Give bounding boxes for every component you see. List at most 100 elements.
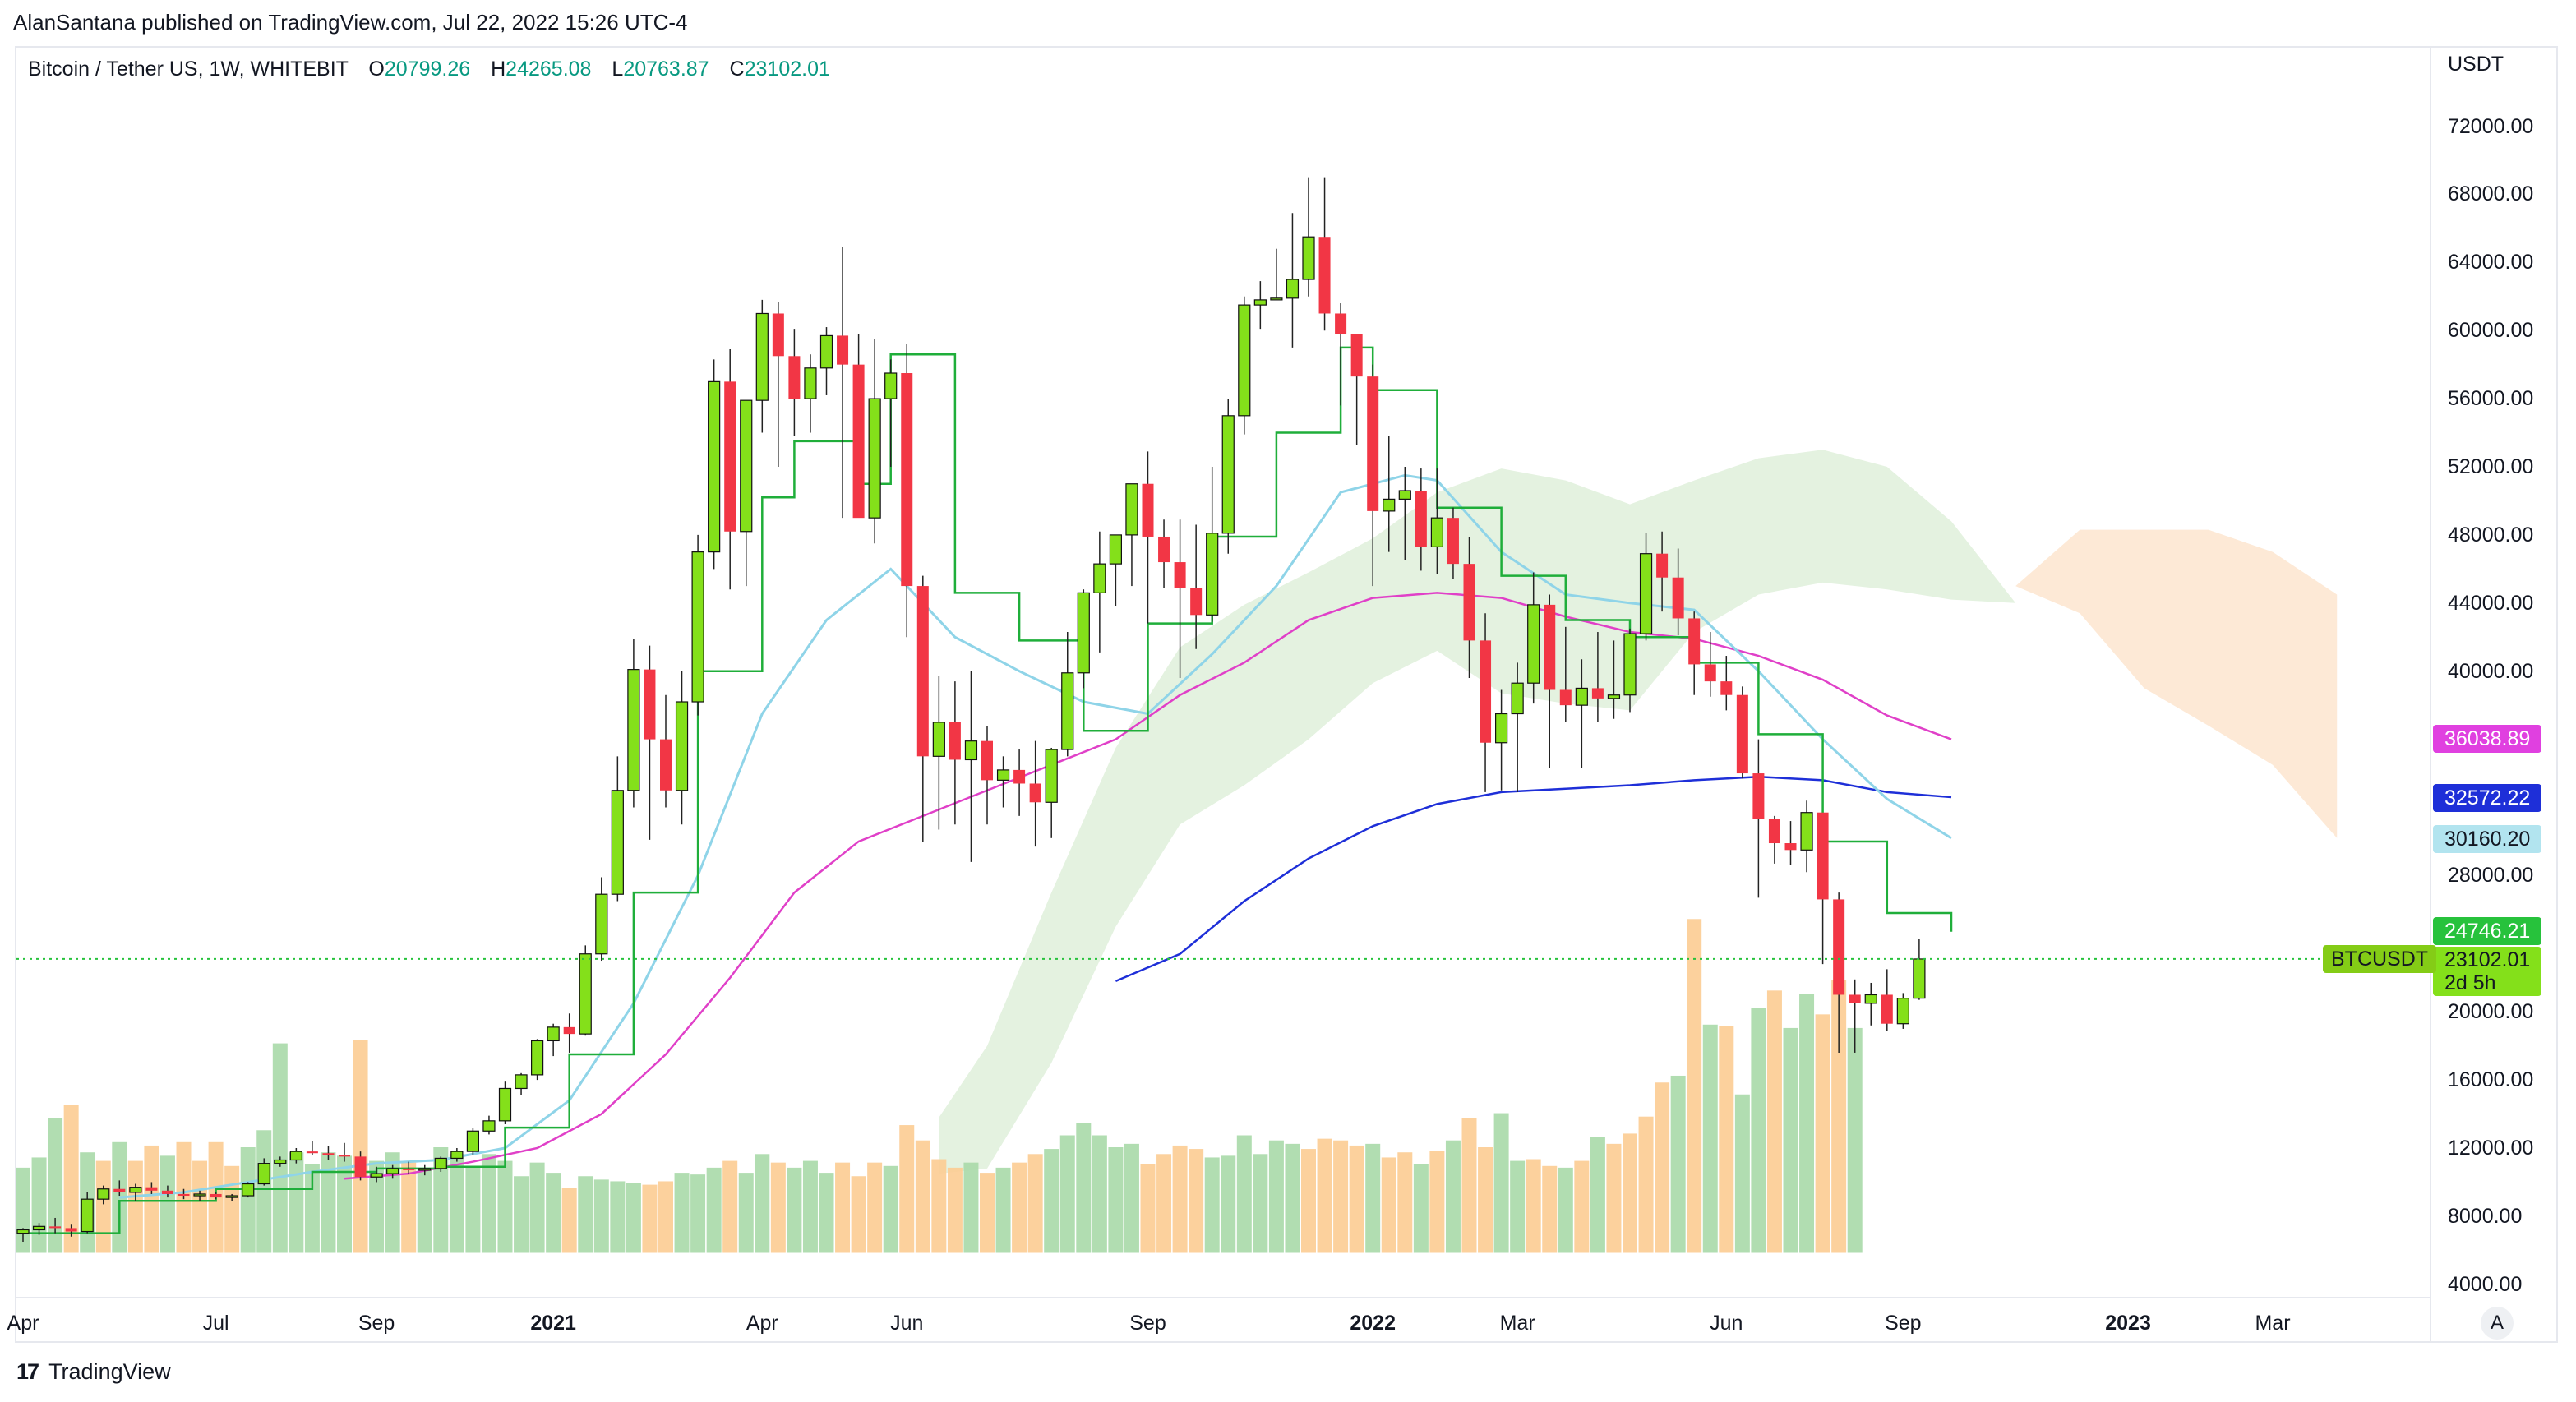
candle-down: [1720, 681, 1733, 695]
publisher-line: AlanSantana published on TradingView.com…: [13, 10, 688, 35]
candle-up: [1286, 279, 1300, 299]
candle-down: [1768, 819, 1780, 844]
time-tick-label: Jun: [1710, 1312, 1743, 1335]
volume-bar: [449, 1154, 464, 1253]
candle-up: [611, 790, 624, 895]
candle-down: [1367, 376, 1379, 511]
volume-bar: [31, 1157, 47, 1253]
volume-bar: [1140, 1164, 1156, 1253]
volume-bar: [465, 1165, 481, 1253]
volume-bar: [915, 1140, 930, 1253]
volume-bar: [159, 1155, 175, 1253]
candle-down: [322, 1153, 335, 1155]
volume-bar: [240, 1147, 256, 1253]
volume-bar: [1623, 1133, 1637, 1253]
last-price-value: 23102.01: [2444, 948, 2531, 971]
legend-close: 23102.01: [744, 58, 830, 81]
ma-cyan-price-tag: 30160.20: [2433, 824, 2542, 853]
volume-bar: [1670, 1075, 1686, 1253]
candle-up: [434, 1157, 447, 1169]
candle-up: [675, 701, 689, 791]
ma-pink-price-tag: 36038.89: [2433, 724, 2542, 753]
volume-bar: [1012, 1162, 1027, 1253]
candle-down: [339, 1155, 350, 1157]
volume-bar: [417, 1169, 432, 1253]
candle-up: [595, 893, 608, 955]
volume-bar: [1766, 990, 1782, 1253]
candle-down: [1415, 491, 1427, 547]
time-scale-divider: [15, 1297, 2430, 1298]
volume-bar: [63, 1105, 79, 1253]
candle-up: [996, 769, 1010, 781]
price-tick-label: 8000.00: [2448, 1204, 2523, 1228]
volume-bar: [1172, 1145, 1188, 1253]
candle-up: [1511, 682, 1524, 715]
symbol-legend: Bitcoin / Tether US, 1W, WHITEBIT O20799…: [28, 58, 830, 81]
candle-down: [210, 1193, 222, 1198]
candle-up: [386, 1168, 399, 1174]
candle-up: [1398, 490, 1411, 500]
volume-bar: [401, 1162, 417, 1253]
candle-up: [1527, 604, 1540, 684]
candle-down: [1752, 773, 1765, 820]
volume-bar: [1189, 1149, 1204, 1253]
price-tick-label: 20000.00: [2448, 1000, 2534, 1024]
volume-bar: [980, 1173, 995, 1253]
price-chart[interactable]: [16, 48, 2430, 1297]
candle-down: [1817, 812, 1829, 900]
price-tick-label: 72000.00: [2448, 114, 2534, 138]
last-price-tag: 23102.01 2d 5h: [2433, 946, 2542, 996]
price-tick-label: 48000.00: [2448, 523, 2534, 547]
legend-low-label: L: [612, 58, 624, 81]
time-tick-label: Jun: [890, 1312, 924, 1335]
candle-up: [1575, 687, 1588, 706]
candle-up: [1639, 553, 1653, 634]
volume-bar: [1381, 1157, 1396, 1253]
candle-up: [627, 669, 640, 791]
volume-bar: [1799, 994, 1815, 1253]
volume-bar: [369, 1160, 385, 1253]
volume-bar: [610, 1181, 626, 1253]
candle-up: [530, 1040, 544, 1076]
volume-bar: [1734, 1094, 1750, 1253]
volume-bar: [770, 1162, 786, 1253]
candle-up: [1800, 812, 1813, 851]
volume-bar: [1044, 1149, 1059, 1253]
candle-up: [1045, 749, 1058, 803]
volume-bar: [835, 1162, 851, 1253]
volume-bar: [1076, 1123, 1092, 1253]
price-tick-label: 16000.00: [2448, 1068, 2534, 1092]
time-tick-label: Sep: [1885, 1312, 1922, 1335]
candle-down: [49, 1226, 62, 1229]
candle-down: [145, 1187, 158, 1191]
candle-down: [1480, 640, 1492, 743]
candle-up: [755, 312, 769, 401]
volume-bar: [1526, 1159, 1541, 1253]
candle-up: [32, 1225, 46, 1231]
candle-down: [1672, 577, 1684, 619]
candle-down: [65, 1228, 77, 1232]
candle-down: [1350, 334, 1363, 377]
volume-bar: [1510, 1160, 1526, 1253]
volume-bar: [1847, 1027, 1863, 1253]
volume-bar: [1317, 1138, 1332, 1253]
auto-scale-button[interactable]: A: [2481, 1307, 2514, 1340]
candle-up: [97, 1188, 110, 1200]
candle-down: [1559, 689, 1572, 706]
candle-down: [161, 1190, 173, 1194]
volume-bar: [1687, 919, 1702, 1253]
legend-close-label: C: [729, 58, 745, 81]
price-tick-label: 56000.00: [2448, 387, 2534, 411]
volume-bar: [787, 1167, 802, 1253]
candle-down: [1688, 618, 1701, 665]
candle-down: [1881, 994, 1893, 1024]
time-tick-label: Mar: [2255, 1312, 2291, 1335]
volume-bar: [1702, 1024, 1718, 1253]
volume-bar: [1092, 1135, 1107, 1253]
ma-green-price-tag: 24746.21: [2433, 916, 2542, 945]
candle-up: [804, 367, 817, 399]
volume-bar: [722, 1160, 738, 1253]
volume-bar: [593, 1179, 609, 1253]
candle-down: [788, 356, 801, 399]
volume-bar: [1333, 1140, 1349, 1253]
